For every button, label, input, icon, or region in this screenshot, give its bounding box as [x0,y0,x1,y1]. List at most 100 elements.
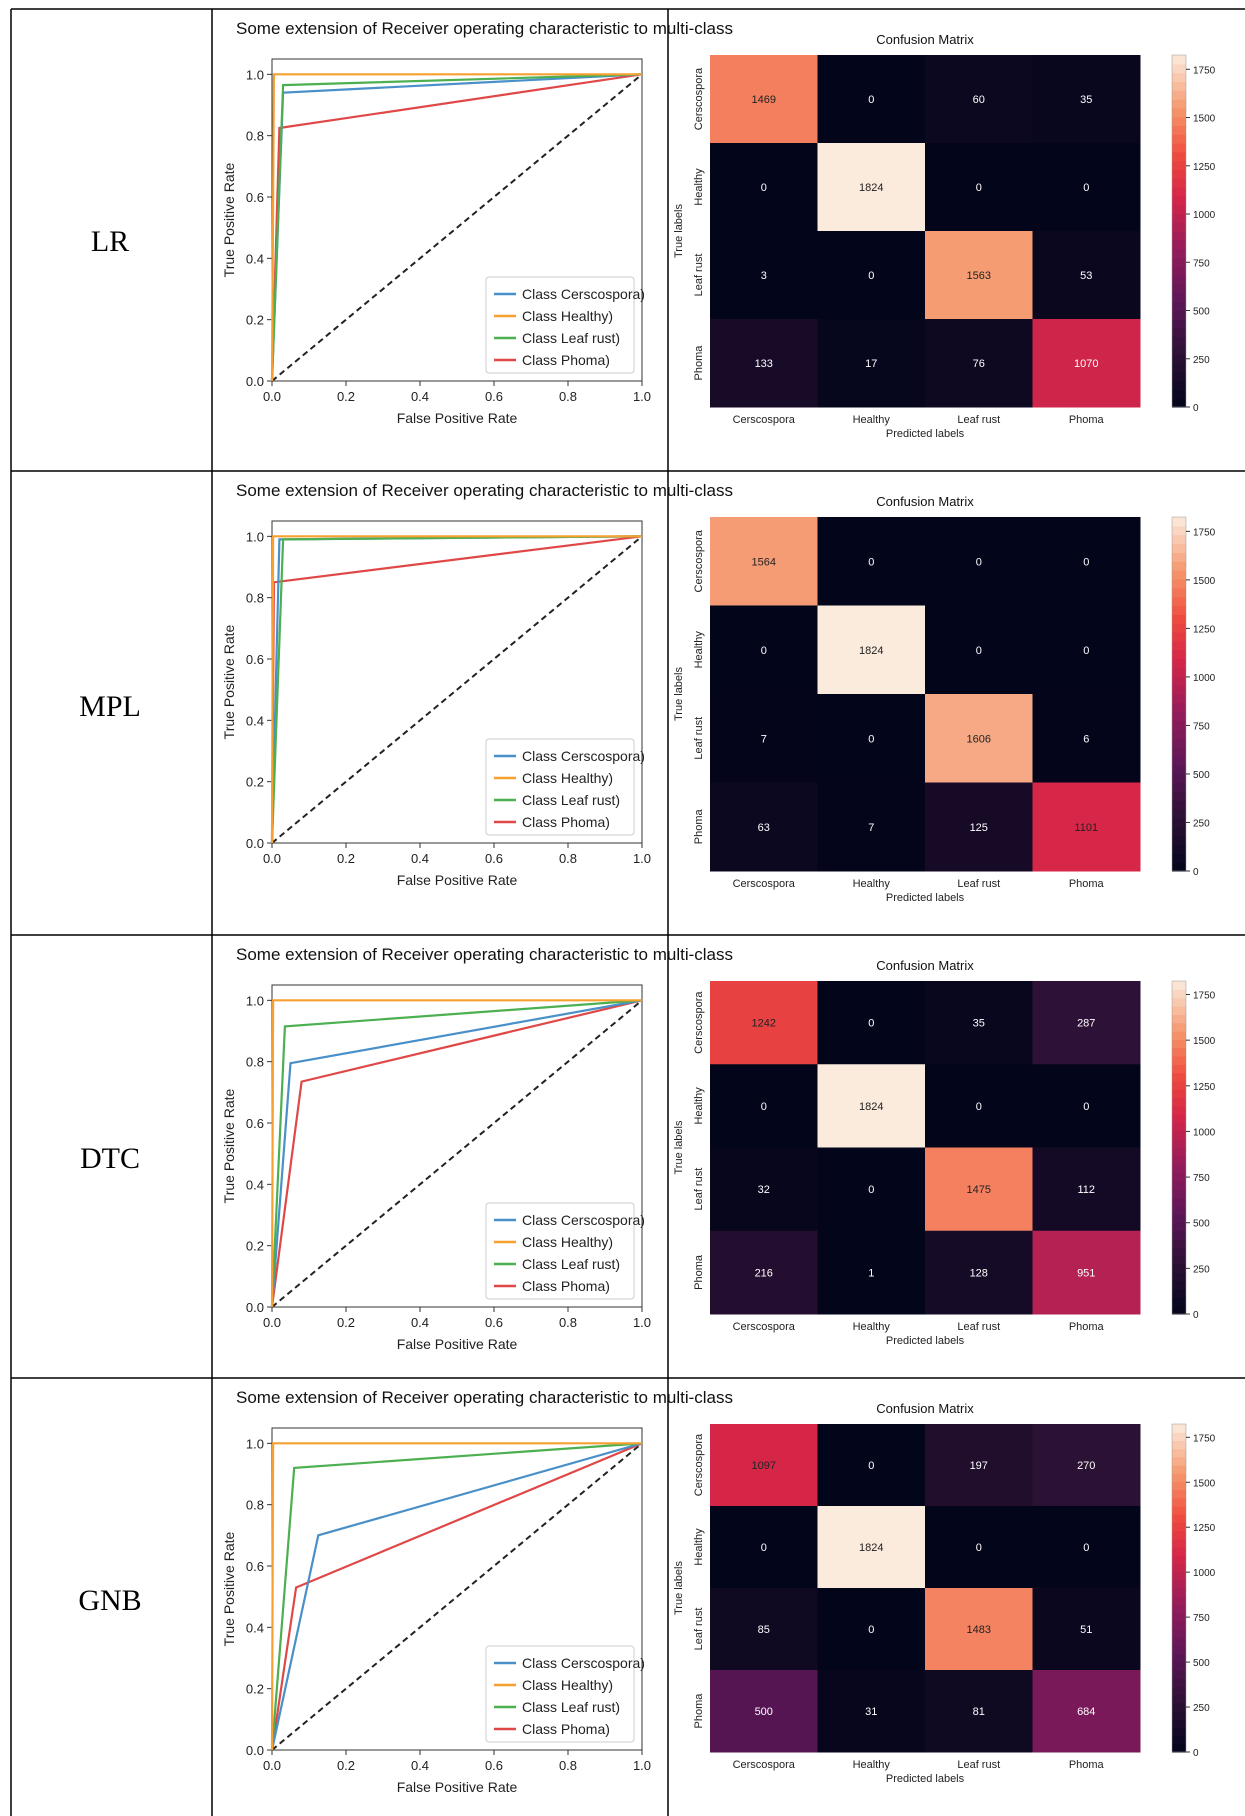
x-tick-label: 0.2 [337,1758,355,1773]
colorbar-segment [1172,1214,1186,1224]
model-label-lr: LR [91,225,129,258]
cm-cell [925,1230,1033,1315]
cm-y-tick-label: Leaf rust [693,254,705,297]
cm-title: Confusion Matrix [876,1401,974,1416]
colorbar-segment [1172,213,1186,223]
colorbar-segment [1172,981,1186,990]
cm-cell [1032,605,1141,695]
colorbar-segment [1172,570,1186,580]
colorbar-tick-label: 1500 [1193,114,1216,125]
colorbar-tick-label: 250 [1193,355,1210,366]
cm-x-tick-label: Cerscospora [733,1759,796,1771]
cm-cell [925,1147,1033,1232]
colorbar-segment [1172,380,1186,390]
y-tick-label: 0.8 [246,591,264,606]
cm-cell-value: 0 [976,645,982,657]
legend-entry: Class Cerscospora) [522,748,645,764]
x-tick-label: 0.4 [411,851,429,866]
colorbar-segment [1172,239,1186,250]
colorbar-segment [1172,1047,1186,1057]
colorbar-segment [1172,543,1186,553]
cm-cell-value: 270 [1077,1460,1095,1472]
colorbar-tick-label: 1000 [1193,1568,1216,1579]
x-tick-label: 0.8 [559,389,577,404]
colorbar-segment [1172,1448,1186,1458]
colorbar-segment [1172,1139,1186,1149]
cm-cell-value: 1469 [752,94,776,106]
colorbar-tick-label: 250 [1193,1703,1210,1714]
cm-cell-value: 7 [868,822,874,834]
cm-cell [925,605,1033,695]
cm-x-tick-label: Leaf rust [957,414,1000,426]
cm-cell [710,1424,818,1507]
cm-cell [925,55,1033,144]
colorbar-segment [1172,1114,1186,1124]
colorbar-segment [1172,1155,1186,1165]
roc-legend [485,276,635,374]
colorbar-segment [1172,292,1186,302]
cm-cell [817,1670,926,1753]
x-tick-label: 0.2 [337,389,355,404]
y-tick-label: 0.4 [246,1620,264,1635]
legend-entry: Class Healthy) [522,308,613,324]
colorbar-segment [1172,1080,1186,1090]
cm-x-tick-label: Cerscospora [733,1321,796,1333]
y-tick-label: 0.6 [246,652,264,667]
roc-chance-line [271,1442,643,1751]
colorbar-segment [1172,1522,1186,1532]
cm-cell-value: 0 [761,645,767,657]
colorbar-segment [1172,1456,1186,1466]
cm-cell-value: 0 [761,1542,767,1554]
colorbar-tick-label: 0 [1193,1310,1199,1321]
cm-cell [710,231,818,320]
cm-cell [710,981,818,1065]
colorbar-tick-label: 1750 [1193,527,1216,538]
cm-x-tick-label: Healthy [853,414,891,426]
colorbar-tick-label: 1750 [1193,991,1216,1002]
cm-y-axis-label: True labels [673,204,685,259]
cm-cell-value: 3 [761,270,767,282]
x-axis-label: False Positive Rate [397,1336,518,1352]
colorbar-segment [1172,125,1186,135]
colorbar-segment [1172,1538,1186,1548]
x-tick-label: 0.6 [485,851,503,866]
cm-cell [1032,143,1141,232]
colorbar-segment [1172,1653,1186,1663]
colorbar-segment [1172,107,1186,118]
colorbar-segment [1172,1473,1186,1482]
colorbar-segment [1172,729,1186,739]
cm-cell-value: 60 [973,94,985,106]
roc-chart-lr: Some extension of Receiver operating cha… [221,19,733,426]
x-axis-label: False Positive Rate [397,410,518,426]
colorbar-segment [1172,800,1186,810]
cm-cell [710,1147,818,1232]
cm-cell [817,782,926,872]
legend-entry: Class Healthy) [522,1234,613,1250]
cm-x-axis-label: Predicted labels [886,892,965,904]
colorbar-segment [1172,1620,1186,1630]
colorbar-segment [1172,1743,1186,1753]
colorbar-segment [1172,1678,1186,1687]
cm-cell-value: 0 [868,94,874,106]
cm-cell-value: 0 [868,1018,874,1030]
colorbar-segment [1172,1719,1186,1728]
cm-cell [710,1064,818,1148]
model-label-mpl: MPL [79,690,141,723]
colorbar-segment [1172,1189,1186,1199]
cm-title: Confusion Matrix [876,32,974,47]
cm-x-axis-label: Predicted labels [886,1335,965,1347]
colorbar-segment [1172,1039,1186,1049]
colorbar-segment [1172,336,1186,346]
x-tick-label: 1.0 [633,851,651,866]
cm-cell-value: 1097 [752,1460,776,1472]
colorbar-tick-label: 1500 [1193,576,1216,587]
colorbar-segment [1172,738,1186,748]
cm-cell-value: 500 [755,1706,773,1718]
colorbar-segment [1172,1297,1186,1307]
cm-cell [817,143,926,232]
cm-cell-value: 1563 [967,270,991,282]
cm-cell [1032,981,1141,1065]
colorbar-segment [1172,1694,1186,1704]
x-tick-label: 0.8 [559,1758,577,1773]
cm-cell [817,1230,926,1315]
